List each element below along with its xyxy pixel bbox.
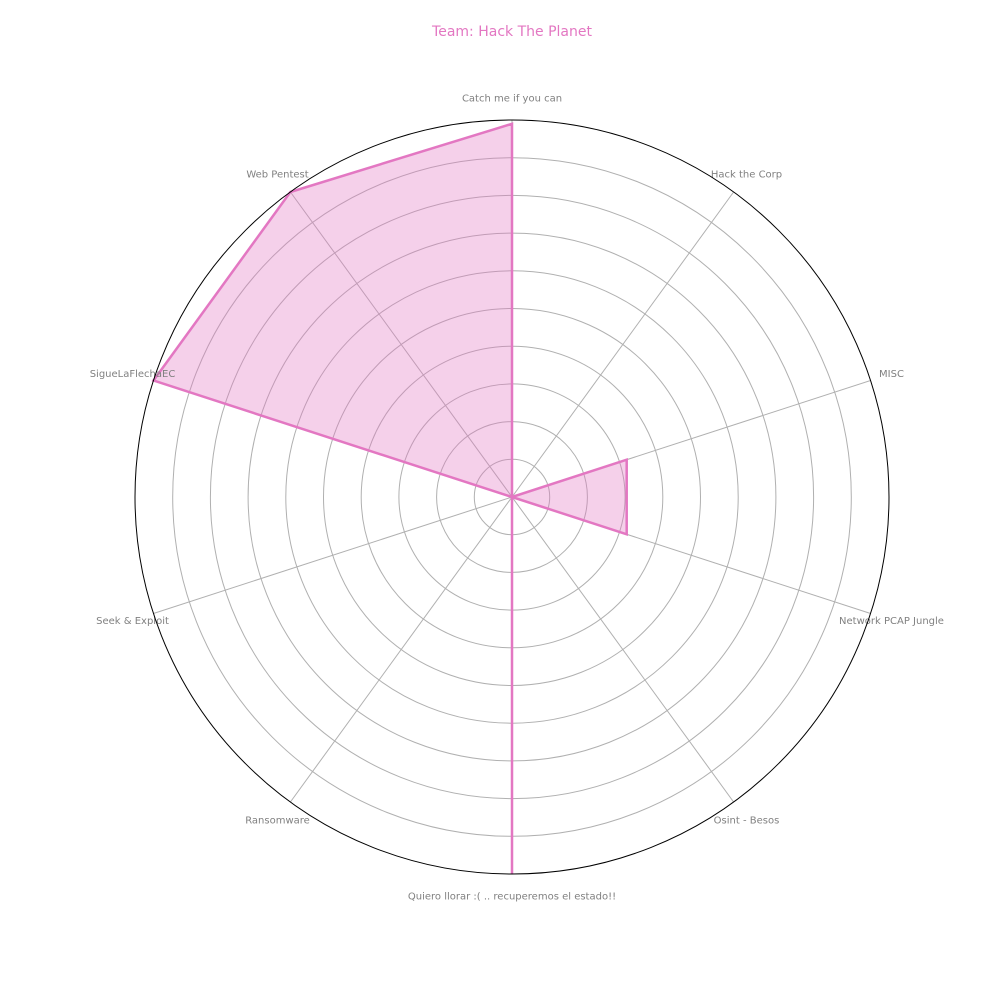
axis-label: Quiero llorar :( .. recuperemos el estad… (408, 892, 616, 903)
axis-label: Web Pentest (246, 170, 308, 181)
grid-spoke (153, 496, 513, 614)
axis-labels: Catch me if you can Hack the Corp MISC Netw… (90, 94, 944, 903)
axis-label: Hack the Corp (711, 170, 782, 181)
radar-series (151, 122, 628, 875)
series-area (153, 123, 627, 875)
axis-label: Osint - Besos (714, 815, 780, 826)
grid-spoke (290, 191, 513, 498)
grid-spoke (290, 496, 513, 803)
axis-label: SigueLaFlechaEC (90, 369, 176, 380)
radar-frame (134, 119, 890, 875)
axis-label: Ransomware (245, 815, 310, 826)
grid-spoke (511, 191, 734, 498)
axis-label: Catch me if you can (462, 94, 562, 105)
series-line (151, 122, 628, 874)
axis-label: Network PCAP Jungle (839, 616, 944, 627)
grid-spoke (511, 496, 734, 803)
axis-label: MISC (879, 369, 904, 380)
axis-label: Seek & Exploit (96, 616, 169, 627)
chart-title: Team: Hack The Planet (431, 24, 592, 40)
